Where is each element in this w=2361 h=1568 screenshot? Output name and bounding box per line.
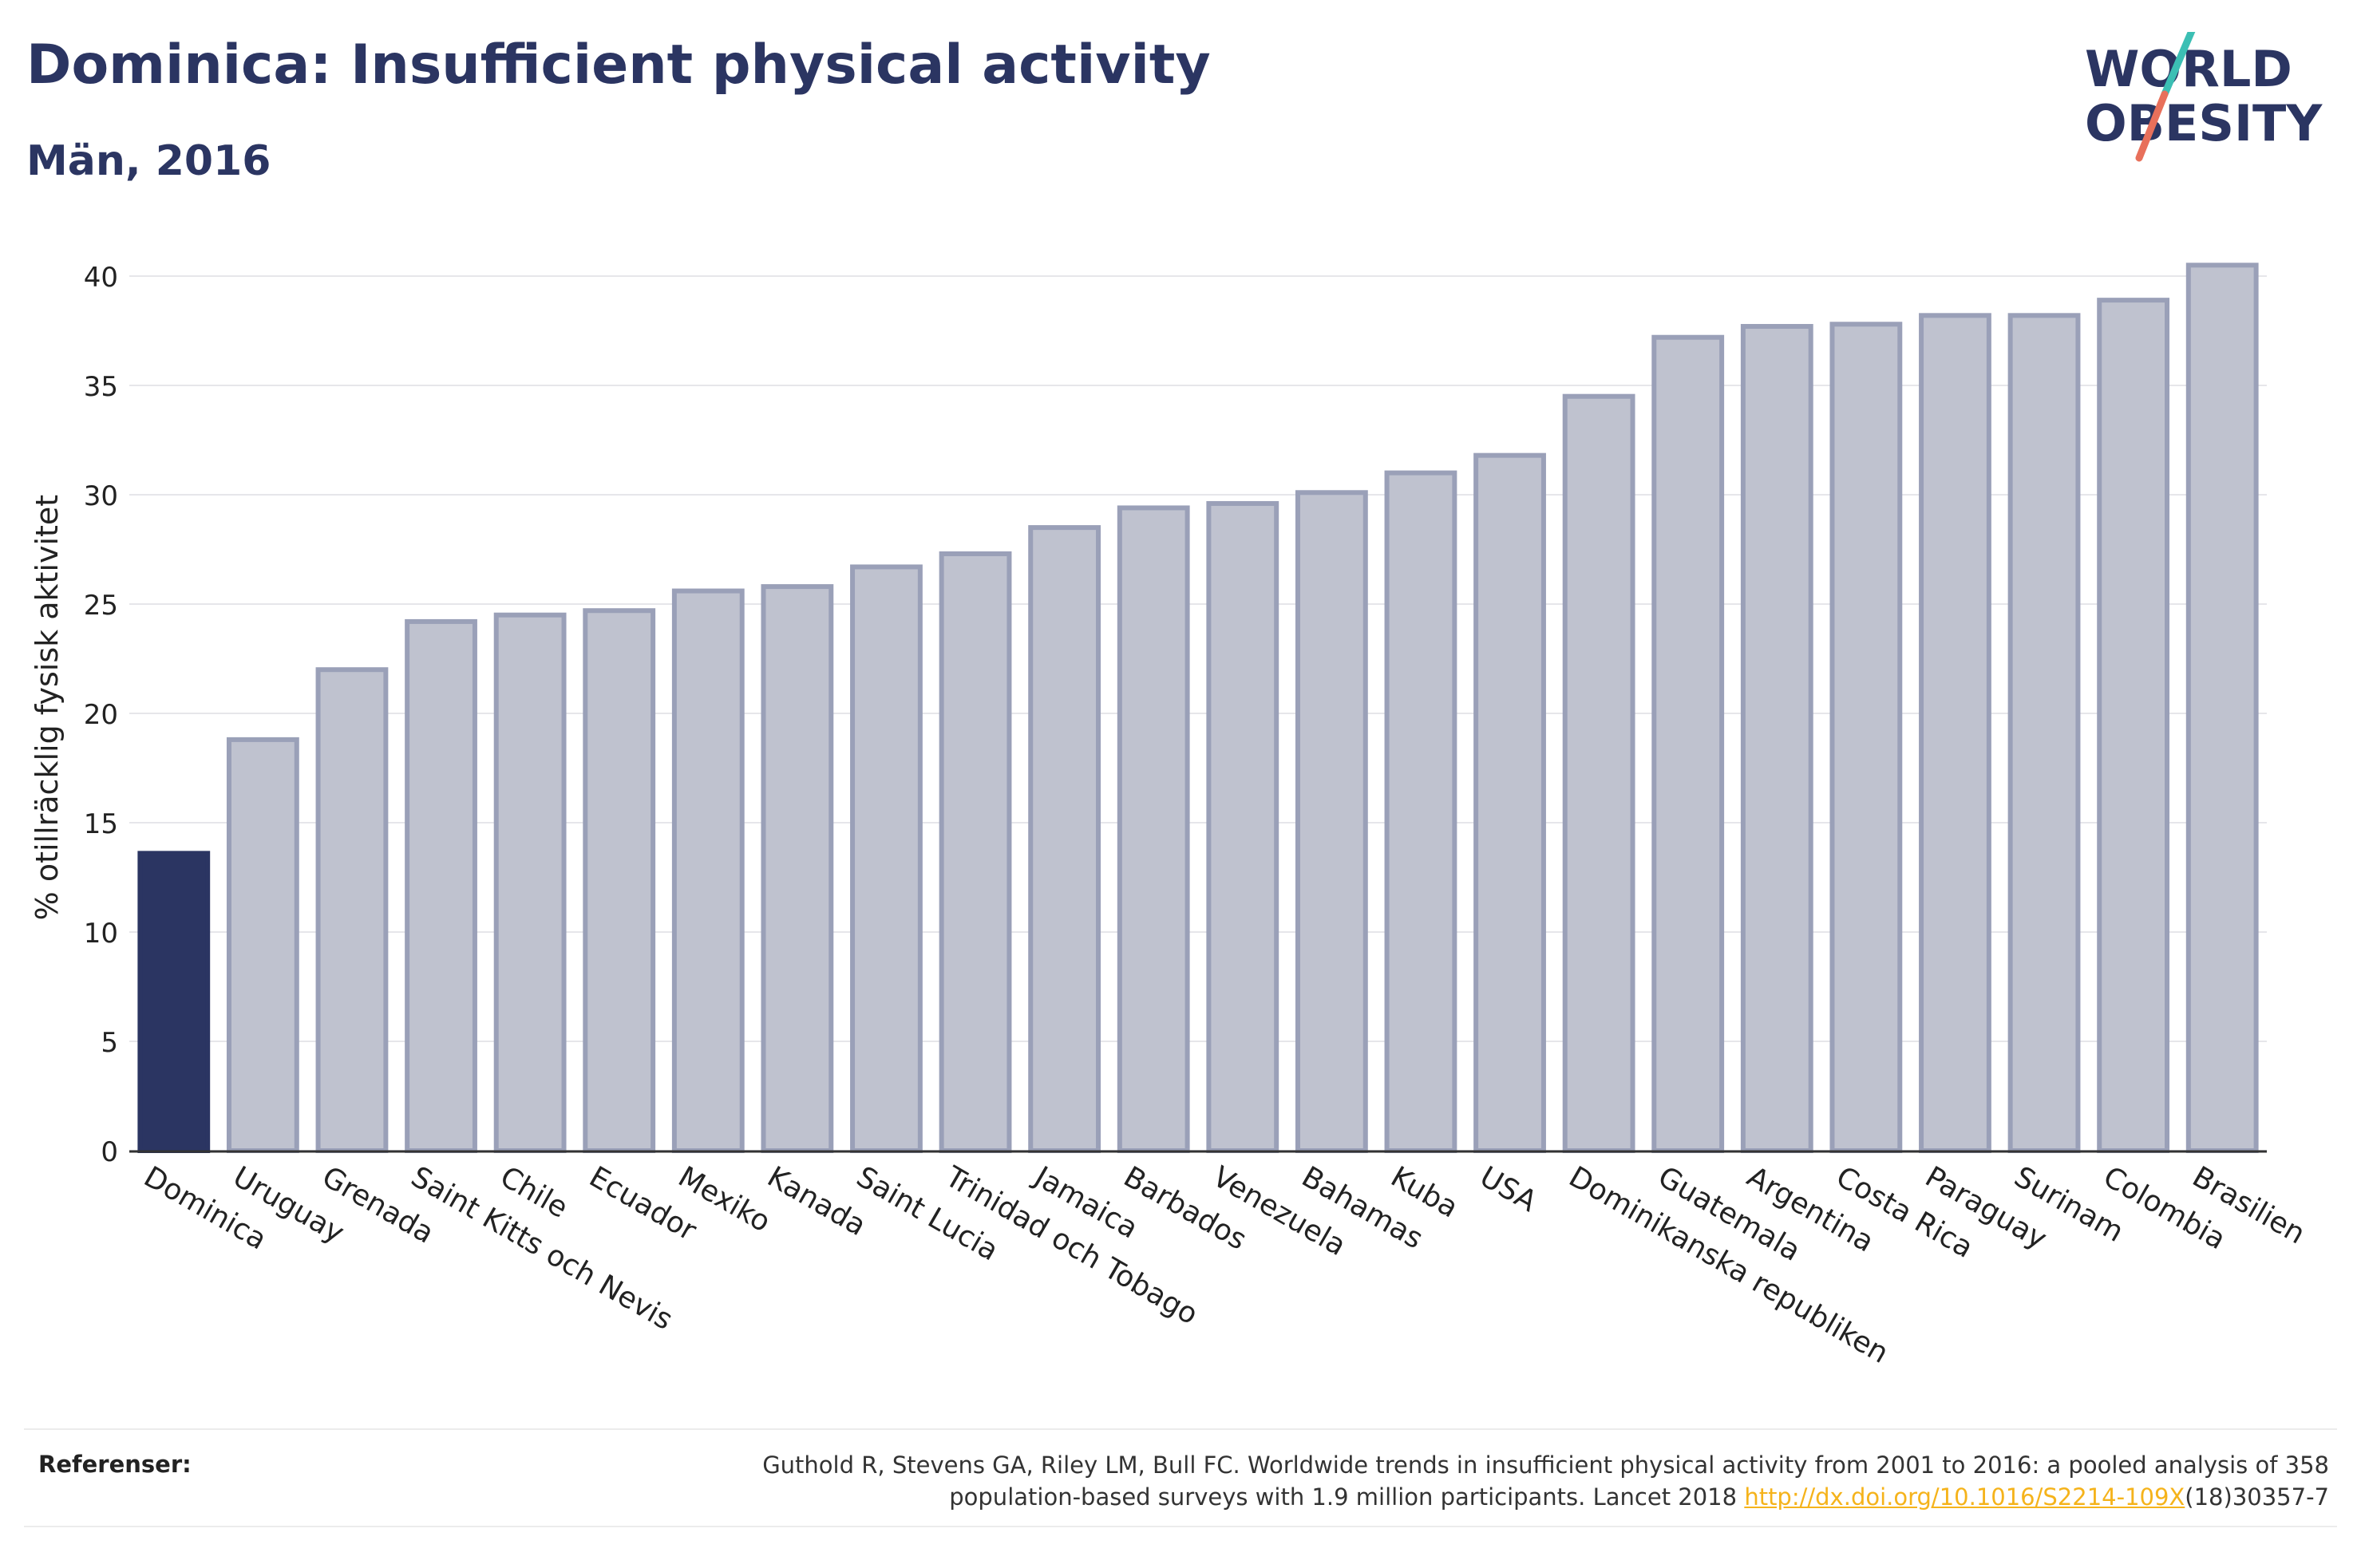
bar-argentina: [1740, 324, 1813, 1153]
bar-kuba: [1384, 470, 1457, 1153]
y-tick-labels: 0 5 10 15 20 25 30 35 40: [84, 262, 118, 1168]
references-line1: Guthold R, Stevens GA, Riley LM, Bull FC…: [762, 1451, 2329, 1479]
bar-mexiko: [671, 588, 745, 1153]
world-obesity-logo: WORLD OBESITY: [2085, 32, 2323, 162]
y-tick-label: 20: [84, 699, 118, 731]
bar-jamaica: [1028, 525, 1101, 1153]
y-tick-label: 0: [101, 1136, 118, 1168]
y-tick-label: 10: [84, 918, 118, 950]
bar-venezuela: [1206, 500, 1279, 1153]
logo-accent-red: [2135, 90, 2169, 162]
y-tick-label: 35: [84, 371, 118, 403]
references-line2-pre: population-based surveys with 1.9 millio…: [949, 1483, 1745, 1511]
bar-grenada: [315, 667, 389, 1153]
references-top-divider: [24, 1428, 2337, 1430]
bar-uruguay: [226, 737, 299, 1153]
logo-line1: WORLD: [2085, 40, 2292, 98]
bar-chart: 0 5 10 15 20 25 30 35 40 DominicaUruguayGrenadaS…: [30, 262, 2311, 1370]
bar-costa-rica: [1829, 322, 1903, 1153]
bar-dominica: [137, 851, 211, 1153]
bar-saint-lucia: [850, 564, 923, 1153]
bar-kanada: [761, 584, 834, 1153]
logo-line2: OBESITY: [2085, 94, 2323, 152]
references-line2: population-based surveys with 1.9 millio…: [493, 1481, 2329, 1513]
y-tick-label: 25: [84, 590, 118, 622]
y-axis-label: % otillräcklig fysisk aktivitet: [30, 495, 65, 921]
bar-dominikanska-republiken: [1562, 393, 1635, 1153]
x-tick-label: USA: [1474, 1160, 1542, 1218]
bar-guatemala: [1651, 334, 1725, 1154]
y-tick-label: 5: [101, 1027, 118, 1059]
bar-colombia: [2097, 298, 2170, 1153]
logo-accent-teal: [2161, 32, 2196, 98]
bar-barbados: [1117, 505, 1190, 1153]
y-tick-label: 30: [84, 480, 118, 512]
bar-paraguay: [1919, 313, 1991, 1154]
references-line2-post: (18)30357-7: [2185, 1483, 2329, 1511]
bar-surinam: [2007, 313, 2081, 1154]
bar-trinidad-och-tobago: [939, 551, 1012, 1153]
bar-saint-kitts-och-nevis: [405, 618, 477, 1153]
y-tick-label: 40: [84, 262, 118, 294]
bar-brasilien: [2185, 263, 2259, 1153]
references-doi-link[interactable]: http://dx.doi.org/10.1016/S2214-109X: [1744, 1483, 2185, 1511]
bar-bahamas: [1295, 490, 1368, 1153]
chart-subtitle: Män, 2016: [26, 137, 271, 185]
bar-ecuador: [583, 608, 656, 1153]
references-text: Guthold R, Stevens GA, Riley LM, Bull FC…: [493, 1449, 2329, 1513]
y-tick-label: 15: [84, 808, 118, 840]
references-label: Referenser:: [38, 1451, 192, 1478]
chart-title: Dominica: Insufficient physical activity: [26, 34, 1211, 97]
x-tick-label: Kanada: [761, 1160, 871, 1242]
bar-chile: [493, 612, 567, 1153]
bars: [137, 263, 2259, 1154]
references-bottom-divider: [24, 1526, 2337, 1527]
bar-usa: [1473, 452, 1546, 1153]
